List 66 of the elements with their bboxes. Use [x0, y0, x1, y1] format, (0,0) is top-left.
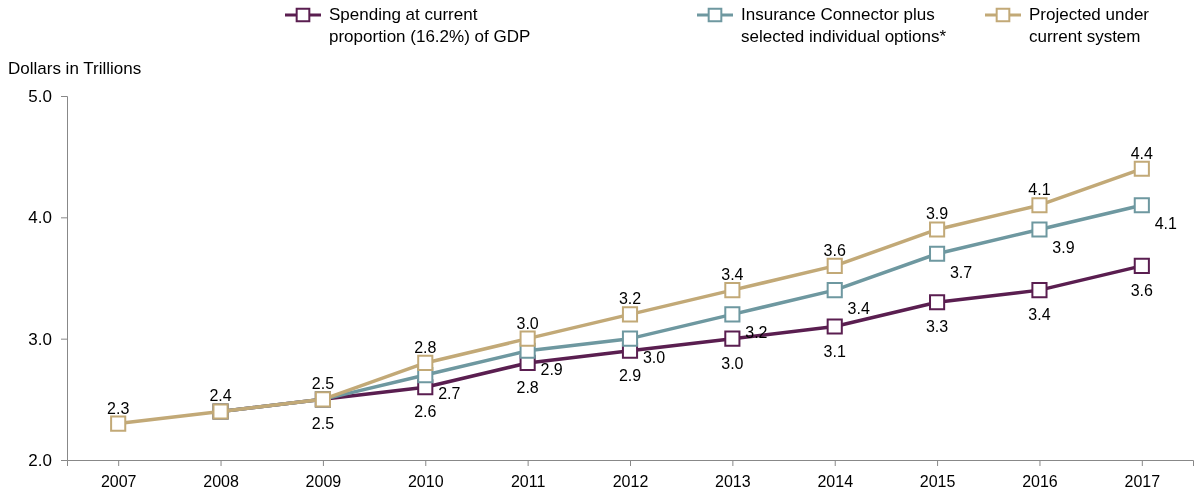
x-tick-label: 2012 — [612, 472, 649, 490]
point — [826, 257, 843, 274]
legend-label: Projected under current system — [1029, 5, 1150, 46]
x-tick-label: 2008 — [203, 472, 239, 490]
data-label: 3.4 — [847, 300, 870, 318]
data-label: 3.1 — [823, 342, 846, 360]
point — [929, 294, 946, 311]
point — [1133, 197, 1150, 214]
data-label: 2.6 — [414, 403, 437, 421]
data-label: 4.1 — [1154, 215, 1178, 233]
data-label: 2.9 — [540, 360, 563, 378]
x-tick-label: 2015 — [919, 472, 956, 490]
x-tick-label: 2009 — [305, 472, 342, 490]
point — [1133, 257, 1150, 274]
x-tick-label: 2017 — [1124, 472, 1161, 490]
data-label: 3.7 — [949, 263, 973, 281]
point — [826, 318, 843, 335]
data-label: 2.8 — [414, 338, 437, 356]
data-label: 2.7 — [438, 385, 461, 403]
data-label: 3.2 — [618, 290, 642, 308]
y-tick-label: 2.0 — [28, 450, 52, 470]
x-tick-label: 2010 — [407, 472, 444, 490]
legend-label: Spending at current proportion (16.2%) of GDP — [329, 5, 531, 46]
x-tick-label: 2007 — [100, 472, 137, 490]
y-tick-label: 3.0 — [28, 329, 52, 349]
data-label: 3.6 — [823, 241, 846, 259]
x-tick-label: 2014 — [817, 472, 854, 490]
point — [519, 330, 536, 347]
point — [621, 306, 639, 323]
legend-label: Insurance Connector plus selected individual options* — [741, 5, 947, 46]
x-tick-label: 2011 — [510, 472, 546, 490]
x-tick-label: 2016 — [1022, 472, 1058, 490]
point — [826, 282, 843, 299]
x-tick-label: 2013 — [715, 472, 751, 490]
point — [417, 354, 434, 371]
y-axis-title: Dollars in Trillions — [8, 59, 142, 78]
data-label: 3.3 — [925, 318, 949, 336]
point — [929, 245, 946, 262]
point — [1031, 221, 1048, 238]
data-label: 2.4 — [209, 387, 232, 405]
point — [929, 221, 946, 238]
data-label: 2.9 — [618, 366, 642, 384]
point — [724, 330, 741, 347]
data-label: 2.5 — [311, 415, 335, 433]
data-label: 4.1 — [1028, 181, 1051, 199]
y-tick-label: 4.0 — [28, 208, 52, 228]
point — [724, 306, 741, 323]
y-tick-label: 5.0 — [28, 86, 52, 106]
point — [621, 330, 639, 347]
data-label: 2.8 — [516, 378, 539, 396]
data-label: 3.0 — [642, 348, 666, 366]
point — [1133, 160, 1150, 177]
data-label: 3.0 — [516, 314, 539, 332]
point — [1031, 197, 1048, 214]
point — [1031, 282, 1048, 299]
data-label: 3.4 — [721, 266, 744, 284]
point — [110, 415, 127, 432]
point — [724, 282, 741, 299]
data-label: 3.9 — [925, 205, 949, 223]
data-label: 2.5 — [311, 375, 335, 393]
data-label: 3.6 — [1130, 281, 1154, 299]
data-label: 3.4 — [1028, 306, 1051, 324]
data-label: 4.4 — [1130, 144, 1154, 162]
data-label: 3.0 — [721, 354, 744, 372]
data-label: 3.9 — [1052, 239, 1075, 257]
data-label: 2.3 — [107, 399, 130, 417]
